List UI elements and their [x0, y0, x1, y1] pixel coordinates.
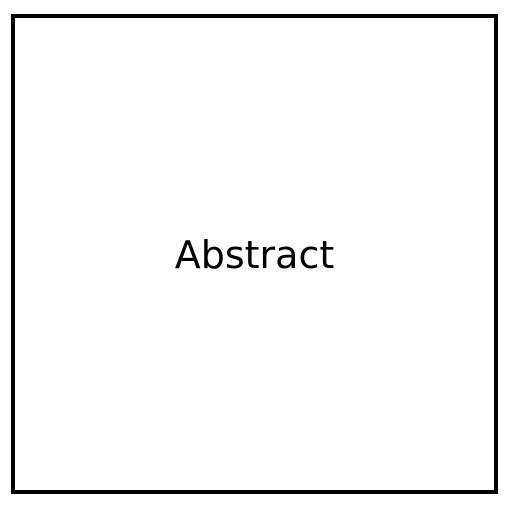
abstract-box: Abstract: [11, 14, 498, 494]
abstract-label: Abstract: [174, 233, 335, 277]
